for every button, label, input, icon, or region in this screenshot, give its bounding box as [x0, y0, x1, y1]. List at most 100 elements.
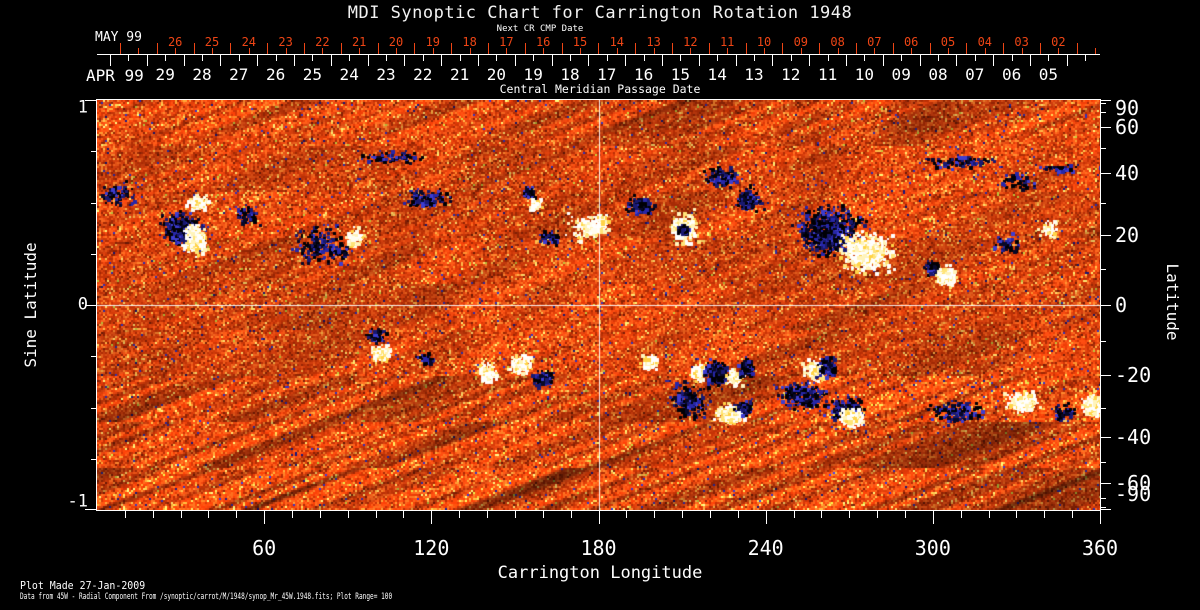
bottom-minor-tick [849, 511, 850, 518]
top-red-major-tick [561, 43, 563, 54]
top-white-minor-tick [533, 55, 535, 61]
top-white-date-label: 29 [155, 65, 175, 84]
next-cr-cmp-date-label: Next CR CMP Date [496, 24, 584, 34]
left-axis-title: Sine Latitude [21, 242, 40, 368]
bottom-axis-tick-label: 360 [1081, 536, 1119, 560]
top-red-date-label: 24 [241, 35, 257, 49]
right-axis-tick-label: -40 [1115, 424, 1152, 449]
top-red-major-tick [708, 43, 710, 54]
bottom-minor-tick [348, 511, 349, 518]
top-red-minor-tick [837, 48, 839, 54]
top-white-date-label: 23 [376, 65, 396, 84]
bottom-minor-tick [236, 511, 237, 518]
top-red-date-label: 17 [499, 35, 514, 49]
top-white-major-tick [993, 55, 995, 66]
right-minor-tick [1101, 507, 1106, 508]
top-red-major-tick [672, 43, 673, 54]
left-major-tick [85, 100, 97, 101]
top-red-major-tick [1040, 43, 1041, 54]
top-red-date-label: 16 [535, 35, 551, 49]
top-white-minor-tick [754, 55, 755, 61]
top-red-date-label: 19 [425, 35, 441, 49]
bottom-minor-tick [654, 511, 655, 518]
bottom-minor-tick [626, 511, 627, 518]
top-red-major-tick [819, 43, 821, 54]
right-major-tick [1101, 127, 1111, 128]
top-white-minor-tick [459, 55, 461, 61]
top-white-date-label: 07 [965, 65, 985, 84]
top-white-major-tick [441, 55, 443, 66]
top-red-major-tick [745, 43, 747, 54]
top-red-minor-tick [1095, 48, 1097, 54]
bottom-major-tick [599, 511, 600, 524]
top-white-minor-tick [349, 55, 351, 61]
top-white-minor-tick [202, 55, 203, 61]
bottom-minor-tick [292, 511, 293, 518]
top-white-minor-tick [1011, 55, 1013, 61]
top-white-date-label: 19 [523, 65, 543, 84]
top-white-minor-tick [827, 55, 829, 61]
right-axis-tick-label: 20 [1115, 222, 1140, 247]
top-red-minor-tick [616, 48, 618, 54]
top-white-minor-tick [717, 55, 719, 61]
top-red-minor-tick [396, 48, 397, 54]
top-white-major-tick [330, 55, 332, 66]
right-major-tick [1101, 305, 1111, 306]
top-white-minor-tick [275, 55, 277, 61]
top-white-date-label: 13 [744, 65, 764, 84]
top-white-date-label: 05 [1038, 65, 1059, 84]
bottom-axis-tick-label: 240 [747, 536, 784, 560]
top-white-major-tick [367, 55, 369, 66]
top-axis-line [97, 54, 1100, 55]
top-red-major-tick [892, 43, 894, 54]
top-red-date-label: 22 [315, 35, 330, 49]
top-white-minor-tick [496, 55, 498, 61]
right-minor-tick [1101, 103, 1106, 104]
bottom-minor-tick [1016, 511, 1017, 518]
top-red-date-label: 09 [793, 35, 809, 49]
left-minor-tick [91, 356, 97, 357]
right-axis-tick-label: 40 [1115, 161, 1140, 186]
top-red-date-label: 10 [756, 35, 772, 49]
top-red-date-label: 15 [572, 35, 588, 49]
bottom-minor-tick [571, 511, 572, 518]
top-red-major-tick [193, 43, 195, 54]
top-white-date-label: 26 [265, 65, 286, 84]
right-major-tick [1101, 235, 1111, 236]
top-white-minor-tick [1048, 55, 1050, 61]
cmp-axis-title: Central Meridian Passage Date [499, 82, 701, 96]
top-red-major-tick [1076, 43, 1078, 54]
right-major-tick [1101, 437, 1111, 438]
top-red-minor-tick [248, 48, 250, 54]
bottom-axis-tick-label: 180 [580, 536, 617, 560]
bottom-axis-tick-label: 120 [413, 536, 450, 560]
top-white-date-label: 12 [781, 65, 801, 84]
top-red-date-label: 20 [388, 35, 404, 49]
top-red-date-label: 12 [683, 35, 698, 49]
top-white-major-tick [919, 55, 921, 66]
right-minor-tick [1101, 462, 1106, 463]
magnetogram-canvas [96, 99, 1101, 511]
top-white-major-tick [478, 55, 479, 66]
top-red-date-label: 11 [719, 35, 735, 49]
top-red-major-tick [120, 43, 121, 54]
top-red-date-label: 04 [977, 35, 993, 49]
bottom-minor-tick [208, 511, 209, 518]
top-red-minor-tick [653, 48, 655, 54]
top-white-date-label: 08 [928, 65, 948, 84]
top-white-major-tick [772, 55, 774, 66]
top-white-date-label: 24 [339, 65, 359, 84]
bottom-major-tick [431, 511, 432, 524]
top-white-minor-tick [128, 55, 130, 61]
top-red-major-tick [488, 43, 489, 54]
top-white-date-label: 14 [707, 65, 727, 84]
top-red-major-tick [340, 43, 342, 54]
bottom-minor-tick [710, 511, 711, 518]
right-minor-tick [1101, 112, 1106, 113]
top-red-minor-tick [911, 48, 913, 54]
right-minor-tick [1101, 203, 1106, 204]
top-white-minor-tick [606, 55, 608, 61]
bottom-minor-tick [794, 511, 795, 518]
top-white-date-label: 06 [1001, 65, 1022, 84]
bottom-minor-tick [738, 511, 739, 518]
